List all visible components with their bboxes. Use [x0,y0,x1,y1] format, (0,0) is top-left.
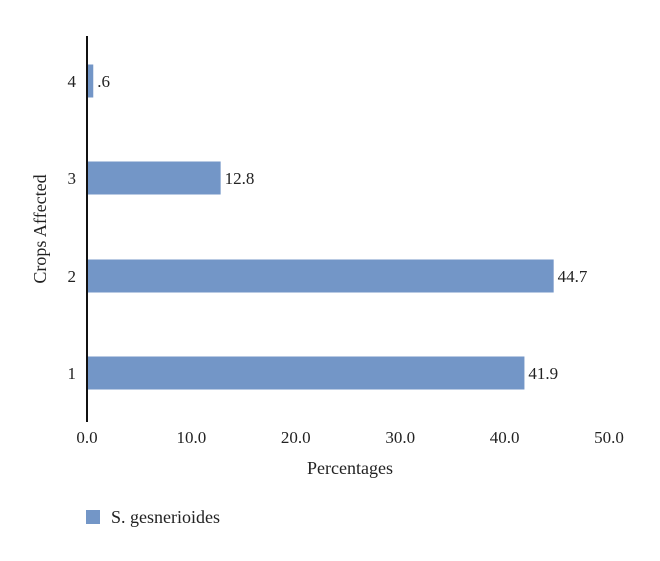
x-tick-label-1: 10.0 [177,428,207,447]
x-tick-label-0: 0.0 [76,428,97,447]
legend-swatch [86,510,100,524]
bar-2 [87,259,554,293]
bar-3 [87,161,221,195]
value-labels-group: 41.9 44.7 12.8 .6 [97,72,588,383]
legend: S. gesnerioides [86,507,220,527]
y-tick-label-4: 4 [68,72,77,91]
y-axis-title: Crops Affected [30,174,50,283]
x-axis-title: Percentages [307,458,393,478]
y-tick-label-1: 1 [68,364,77,383]
bar-1 [87,356,525,390]
x-tick-label-3: 30.0 [385,428,415,447]
value-label-1: 41.9 [528,364,558,383]
x-tick-labels-group: 0.0 10.0 20.0 30.0 40.0 50.0 [76,428,624,447]
bars-group [87,64,554,390]
x-tick-label-2: 20.0 [281,428,311,447]
y-tick-label-3: 3 [68,169,77,188]
x-tick-label-5: 50.0 [594,428,624,447]
value-label-3: 12.8 [225,169,255,188]
x-tick-label-4: 40.0 [490,428,520,447]
value-label-2: 44.7 [558,267,588,286]
legend-label: S. gesnerioides [111,507,220,527]
value-label-4: .6 [97,72,110,91]
bar-4 [87,64,94,98]
y-tick-label-2: 2 [68,267,77,286]
y-tick-labels-group: 1 2 3 4 [68,72,77,383]
